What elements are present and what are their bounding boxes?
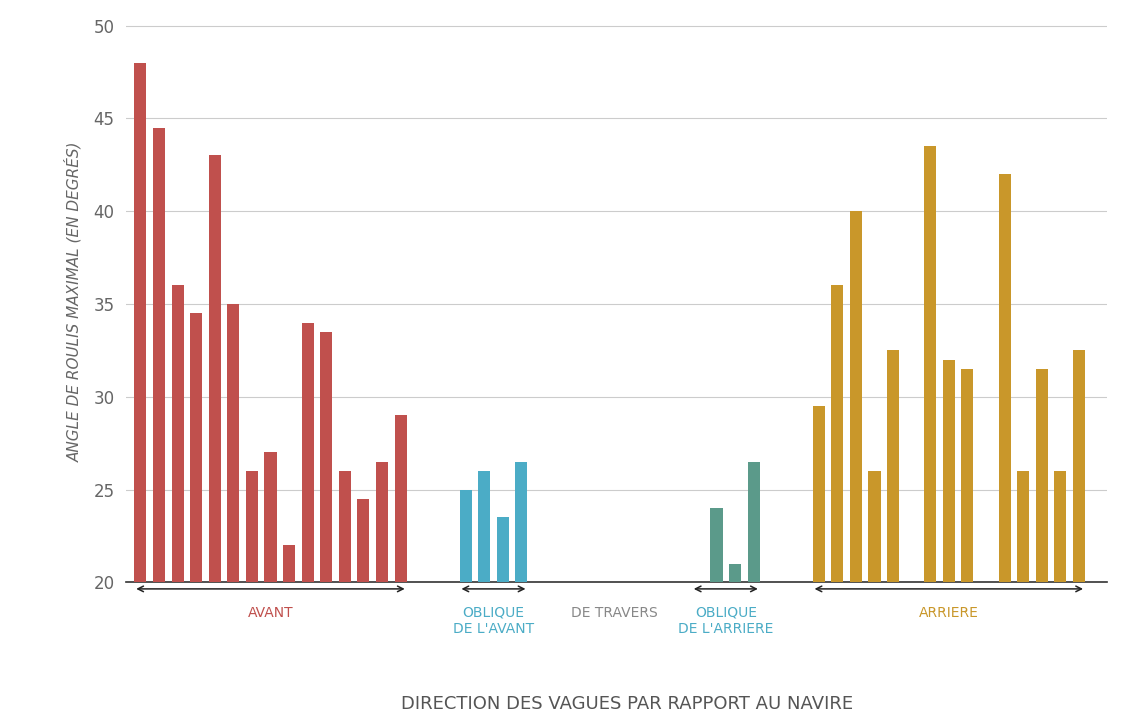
Bar	[1036, 369, 1047, 582]
Text: DIRECTION DES VAGUES PAR RAPPORT AU NAVIRE: DIRECTION DES VAGUES PAR RAPPORT AU NAVI…	[402, 695, 853, 713]
Bar	[478, 471, 491, 582]
Bar	[135, 63, 146, 582]
Bar	[227, 304, 240, 582]
Bar	[1073, 350, 1085, 582]
Bar	[375, 462, 388, 582]
Text: ARRIERE: ARRIERE	[919, 606, 979, 620]
Bar	[516, 462, 527, 582]
Bar	[747, 462, 760, 582]
Bar	[245, 471, 258, 582]
Bar	[998, 174, 1011, 582]
Text: AVANT: AVANT	[248, 606, 293, 620]
Bar	[283, 545, 296, 582]
Bar	[1017, 471, 1029, 582]
Bar	[868, 471, 881, 582]
Bar	[962, 369, 973, 582]
Bar	[339, 471, 350, 582]
Bar	[887, 350, 899, 582]
Text: DE TRAVERS: DE TRAVERS	[570, 606, 657, 620]
Bar	[850, 211, 861, 582]
Bar	[209, 156, 220, 582]
Bar	[942, 360, 955, 582]
Bar	[729, 564, 742, 582]
Bar	[301, 323, 314, 582]
Bar	[153, 127, 165, 582]
Bar	[812, 406, 825, 582]
Bar	[171, 285, 184, 582]
Bar	[1054, 471, 1067, 582]
Bar	[496, 518, 509, 582]
Text: OBLIQUE
DE L'ARRIERE: OBLIQUE DE L'ARRIERE	[678, 606, 774, 636]
Y-axis label: ANGLE DE ROULIS MAXIMAL (EN DEGRÉS): ANGLE DE ROULIS MAXIMAL (EN DEGRÉS)	[65, 142, 82, 462]
Bar	[832, 285, 843, 582]
Bar	[924, 146, 937, 582]
Text: OBLIQUE
DE L'AVANT: OBLIQUE DE L'AVANT	[453, 606, 534, 636]
Bar	[321, 332, 332, 582]
Bar	[191, 313, 202, 582]
Bar	[711, 508, 722, 582]
Bar	[357, 499, 370, 582]
Bar	[460, 490, 471, 582]
Bar	[265, 453, 276, 582]
Bar	[395, 416, 406, 582]
